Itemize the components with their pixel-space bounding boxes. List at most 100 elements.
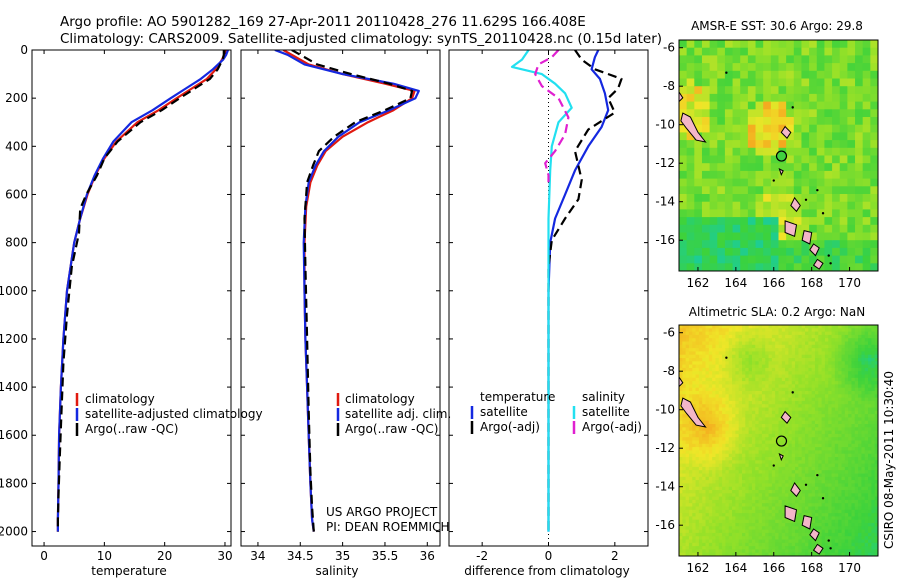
heatmap-cell xyxy=(747,247,757,257)
heatmap-cell xyxy=(708,493,713,498)
heatmap-cell xyxy=(771,404,776,409)
heatmap-cell xyxy=(722,453,727,458)
heatmap-cell xyxy=(735,424,740,428)
heatmap-cell xyxy=(732,519,736,524)
heatmap-cell xyxy=(705,430,710,435)
heatmap-cell xyxy=(768,404,773,409)
heatmap-cell xyxy=(841,499,846,504)
heatmap-cell xyxy=(742,536,746,541)
heatmap-cell xyxy=(868,338,872,343)
heatmap-cell xyxy=(738,552,743,556)
heatmap-cell xyxy=(844,430,849,435)
heatmap-cell xyxy=(781,387,786,392)
heatmap-cell xyxy=(702,414,707,418)
heatmap-cell xyxy=(708,404,713,409)
heatmap-cell xyxy=(747,132,757,141)
heatmap-cell xyxy=(864,420,869,425)
heatmap-cell xyxy=(688,542,693,547)
heatmap-cell xyxy=(788,546,793,550)
heatmap-cell xyxy=(858,516,863,521)
heatmap-cell xyxy=(679,351,683,356)
heatmap-cell xyxy=(718,351,723,356)
heatmap-cell xyxy=(763,93,772,103)
heatmap-cell xyxy=(763,117,772,126)
heatmap-cell xyxy=(821,367,826,372)
heatmap-cell xyxy=(708,476,713,481)
heatmap-cell xyxy=(702,496,707,501)
heatmap-cell xyxy=(682,486,687,491)
heatmap-cell xyxy=(732,354,736,359)
heatmap-cell xyxy=(821,523,826,527)
heatmap-cell xyxy=(738,542,743,547)
heatmap-cell xyxy=(870,240,878,249)
heatmap-cell xyxy=(763,140,772,149)
heatmap-cell xyxy=(709,55,718,64)
heatmap-cell xyxy=(758,367,763,372)
heatmap-cell xyxy=(778,503,783,508)
heatmap-cell xyxy=(732,552,736,556)
heatmap-cell xyxy=(791,503,796,508)
heatmap-cell xyxy=(808,404,813,409)
heatmap-cell xyxy=(692,546,697,550)
heatmap-cell xyxy=(708,381,713,385)
heatmap-cell xyxy=(712,328,717,333)
heatmap-cell xyxy=(824,387,829,392)
heatmap-cell xyxy=(775,410,780,415)
heatmap-cell xyxy=(685,358,690,362)
heatmap-cell xyxy=(831,509,836,514)
heatmap-cell xyxy=(747,101,757,110)
heatmap-cell xyxy=(858,532,863,537)
heatmap-cell xyxy=(775,460,780,465)
heatmap-cell xyxy=(814,509,819,514)
heatmap-cell xyxy=(854,354,859,359)
heatmap-cell xyxy=(745,394,750,399)
heatmap-cell xyxy=(861,516,866,521)
heatmap-cell xyxy=(725,437,730,442)
heatmap-cell xyxy=(765,384,770,389)
heatmap-cell xyxy=(712,536,717,541)
heatmap-cell xyxy=(811,430,816,435)
heatmap-cell xyxy=(864,414,869,418)
heatmap-cell xyxy=(793,147,803,157)
heatmap-cell xyxy=(751,358,756,362)
heatmap-cell xyxy=(695,539,700,544)
heatmap-cell xyxy=(854,420,859,425)
heatmap-cell xyxy=(718,338,723,343)
heatmap-cell xyxy=(685,371,690,376)
heatmap-cell xyxy=(788,466,793,471)
heatmap-cell xyxy=(821,384,826,389)
heatmap-cell xyxy=(685,453,690,458)
heatmap-cell xyxy=(847,186,856,195)
heatmap-cell xyxy=(854,460,859,465)
heatmap-cell xyxy=(724,224,734,234)
heatmap-cell xyxy=(801,430,806,435)
heatmap-cell xyxy=(735,377,740,382)
heatmap-cell xyxy=(844,480,849,484)
heatmap-cell xyxy=(844,364,849,369)
heatmap-cell xyxy=(861,443,866,448)
heatmap-cell xyxy=(831,381,836,385)
heatmap-cell xyxy=(747,194,757,203)
heatmap-cell xyxy=(834,526,839,531)
heatmap-cell xyxy=(758,480,763,484)
heatmap-cell xyxy=(686,109,695,118)
heatmap-cell xyxy=(688,367,693,372)
heatmap-cell xyxy=(755,86,764,95)
heatmap-cell xyxy=(844,348,849,352)
heatmap-cell xyxy=(765,549,770,554)
heatmap-cell xyxy=(761,400,766,405)
heatmap-cell xyxy=(854,331,859,336)
heatmap-cell xyxy=(695,460,700,465)
heatmap-cell xyxy=(854,486,859,491)
heatmap-cell xyxy=(695,334,700,339)
heatmap-cell xyxy=(709,224,718,234)
heatmap-cell xyxy=(694,147,703,157)
heatmap-cell xyxy=(824,351,829,356)
heatmap-cell xyxy=(793,140,803,149)
heatmap-cell xyxy=(785,358,790,362)
heatmap-cell xyxy=(705,404,710,409)
heatmap-cell xyxy=(692,424,697,428)
heatmap-cell xyxy=(816,47,826,56)
heatmap-cell xyxy=(722,483,727,488)
heatmap-cell xyxy=(682,391,687,395)
